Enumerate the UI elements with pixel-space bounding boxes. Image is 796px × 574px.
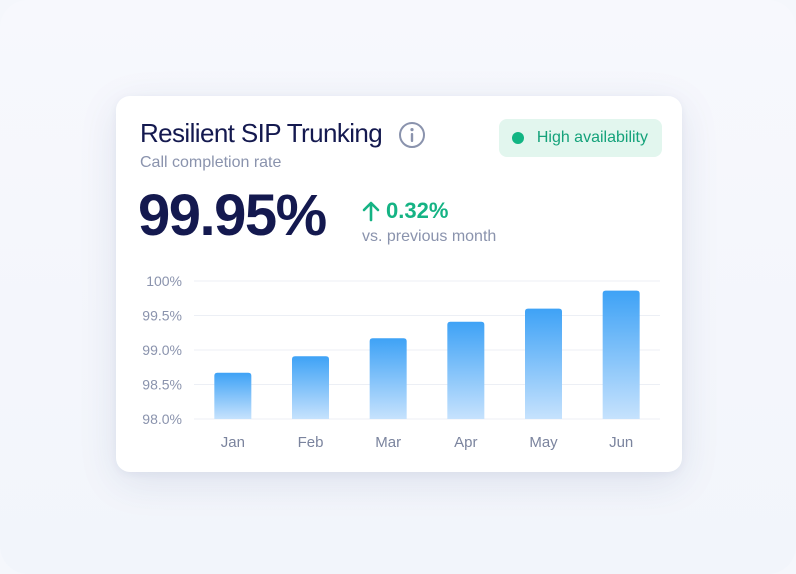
metric-value: 99.95%: [138, 183, 327, 248]
bar-feb[interactable]: [292, 356, 329, 419]
x-tick-label: Jan: [221, 434, 245, 451]
status-badge-label: High availability: [536, 129, 648, 146]
x-tick-label: Feb: [298, 434, 324, 451]
metric-card: Resilient SIP Trunking Call completion r…: [116, 96, 682, 472]
comparison-label: vs. previous month: [362, 228, 497, 245]
bar-jan[interactable]: [214, 372, 252, 419]
x-tick-label: Jun: [609, 434, 633, 451]
bar-mar[interactable]: [369, 338, 407, 419]
status-dot-icon: [511, 132, 524, 144]
bar-jun[interactable]: [602, 290, 640, 419]
y-tick-label: 98.5%: [142, 377, 182, 393]
bar-chart: 98.0% 98.5% 99.0% 99.5% 100% Jan Feb Mar Apr May J…: [142, 273, 660, 451]
x-tick-label: Apr: [454, 434, 477, 451]
x-tick-label: May: [529, 434, 558, 451]
y-tick-label: 99.0%: [142, 342, 182, 358]
bar-apr[interactable]: [447, 321, 485, 419]
y-tick-label: 99.5%: [142, 308, 182, 324]
info-icon[interactable]: [398, 121, 426, 149]
status-badge: High availability: [498, 119, 662, 157]
y-tick-label: 100%: [146, 273, 182, 289]
y-tick-label: 98.0%: [142, 411, 182, 427]
card-subtitle: Call completion rate: [140, 154, 282, 171]
card-title: Resilient SIP Trunking: [140, 118, 383, 148]
metric-delta-value: 0.32%: [386, 198, 449, 223]
bar-may[interactable]: [525, 308, 562, 419]
x-tick-label: Mar: [375, 434, 401, 451]
arrow-up-icon: [362, 201, 380, 222]
